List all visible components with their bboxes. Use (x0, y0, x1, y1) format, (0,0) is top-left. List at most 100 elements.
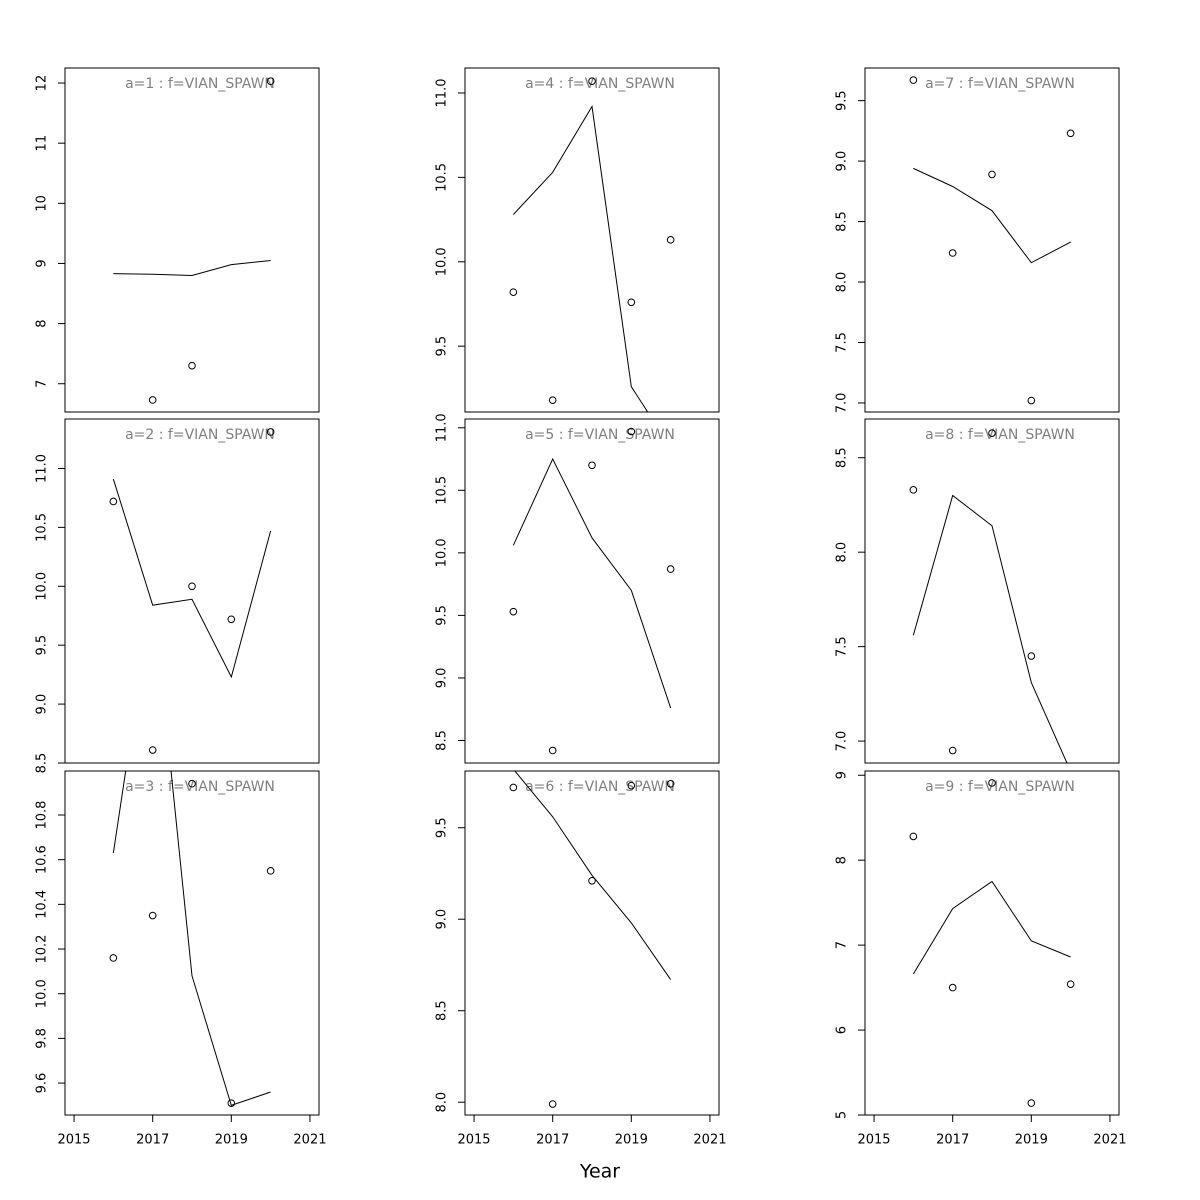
data-point (227, 615, 236, 624)
data-point (148, 396, 157, 404)
panel-title: a=4 : f=VIAN_SPAWN (525, 76, 675, 92)
y-tick-label: 9.5 (835, 90, 850, 111)
fitted-line (514, 771, 672, 980)
y-tick-label: 8.0 (835, 542, 850, 563)
fitted-line (913, 167, 1071, 264)
y-tick-label: 10.8 (35, 801, 50, 830)
panel-frame (864, 67, 1120, 413)
data-point (109, 954, 118, 962)
y-tick-label: 10.2 (35, 935, 50, 964)
data-point (548, 746, 557, 755)
x-tick-label: 2021 (693, 1133, 726, 1148)
y-tick-label: 10 (35, 195, 50, 212)
data-point (909, 832, 918, 841)
data-point (948, 249, 957, 257)
panel-title: a=6 : f=VIAN_SPAWN (525, 779, 675, 795)
y-tick-label: 11 (35, 135, 50, 152)
y-tick-label: 9 (835, 771, 850, 779)
y-tick-label: 8.0 (435, 1092, 450, 1113)
y-tick-label: 10.0 (435, 538, 450, 567)
y-tick-label: 9.6 (35, 1073, 50, 1094)
y-tick-label: 8.5 (835, 447, 850, 468)
x-tick-label: 2015 (457, 1133, 490, 1148)
panel-title: a=8 : f=VIAN_SPAWN (925, 427, 1075, 443)
data-point (988, 429, 996, 437)
y-tick-label: 10.5 (435, 163, 450, 192)
y-tick-label: 9.0 (435, 668, 450, 689)
data-point (109, 497, 118, 506)
panel-title: a=7 : f=VIAN_SPAWN (925, 76, 1075, 92)
y-tick-label: 11.0 (435, 413, 450, 442)
data-point (188, 582, 196, 591)
y-tick-label: 7 (35, 380, 50, 388)
y-tick-label: 8.5 (35, 753, 50, 774)
data-point (509, 607, 518, 616)
data-point (988, 779, 996, 787)
y-tick-label: 10.0 (435, 247, 450, 276)
fitted-line (112, 771, 271, 1107)
y-tick-label: 9.0 (35, 694, 50, 715)
data-point (548, 396, 557, 404)
x-tick-label: 2015 (57, 1133, 90, 1148)
y-tick-label: 8.5 (435, 1000, 450, 1021)
y-tick-label: 12 (35, 75, 50, 92)
y-tick-label: 7.5 (835, 636, 850, 657)
x-axis-label: Year (579, 1161, 620, 1183)
fitted-line (912, 880, 1071, 975)
fitted-line (112, 478, 272, 679)
y-tick-label: 9 (35, 259, 50, 267)
data-point (266, 867, 275, 875)
x-tick-label: 2015 (857, 1133, 890, 1148)
panel-frame (64, 67, 320, 413)
data-point (148, 911, 157, 920)
x-tick-label: 2017 (136, 1133, 169, 1148)
y-tick-label: 9.0 (835, 151, 850, 172)
data-point (1066, 980, 1075, 988)
data-point (909, 76, 918, 84)
data-point (588, 876, 596, 885)
panel-frame (864, 770, 1120, 1116)
panel-title: a=3 : f=VIAN_SPAWN (125, 779, 275, 795)
data-point (548, 1100, 557, 1108)
panel-title: a=2 : f=VIAN_SPAWN (125, 427, 275, 443)
y-tick-label: 8.5 (835, 211, 850, 232)
data-point (948, 983, 957, 992)
data-point (588, 461, 596, 470)
data-point (666, 565, 675, 573)
y-tick-label: 10.4 (35, 890, 50, 919)
x-tick-label: 2019 (215, 1133, 248, 1148)
panel-title: a=1 : f=VIAN_SPAWN (125, 76, 275, 92)
panel-frame (464, 67, 720, 413)
data-point (666, 236, 675, 244)
data-point (588, 77, 596, 85)
fitted-line (512, 105, 649, 412)
y-tick-label: 10.5 (35, 513, 50, 542)
y-tick-label: 7.5 (835, 332, 850, 353)
y-tick-label: 11.0 (435, 79, 450, 108)
y-tick-label: 8 (835, 856, 850, 864)
panel-title: a=9 : f=VIAN_SPAWN (925, 779, 1075, 795)
data-point (1066, 129, 1075, 138)
x-tick-label: 2017 (536, 1133, 569, 1148)
data-point (1027, 396, 1036, 405)
y-tick-label: 9.5 (35, 635, 50, 656)
y-tick-label: 6 (835, 1026, 850, 1034)
data-point (266, 77, 275, 86)
panel-frame (464, 770, 720, 1116)
y-tick-label: 7.0 (835, 393, 850, 414)
data-point (627, 298, 636, 307)
x-tick-label: 2021 (293, 1133, 326, 1148)
data-point (1027, 652, 1036, 660)
panel-frame (64, 418, 320, 764)
y-tick-label: 10.0 (35, 572, 50, 601)
data-point (666, 780, 675, 788)
data-point (227, 1099, 236, 1107)
y-tick-label: 10.6 (35, 845, 50, 874)
y-tick-label: 9.5 (435, 817, 450, 838)
data-point (909, 486, 918, 494)
panel-frame (64, 770, 320, 1116)
fitted-line (512, 457, 672, 709)
data-point (627, 427, 636, 436)
y-tick-label: 9.0 (435, 909, 450, 930)
